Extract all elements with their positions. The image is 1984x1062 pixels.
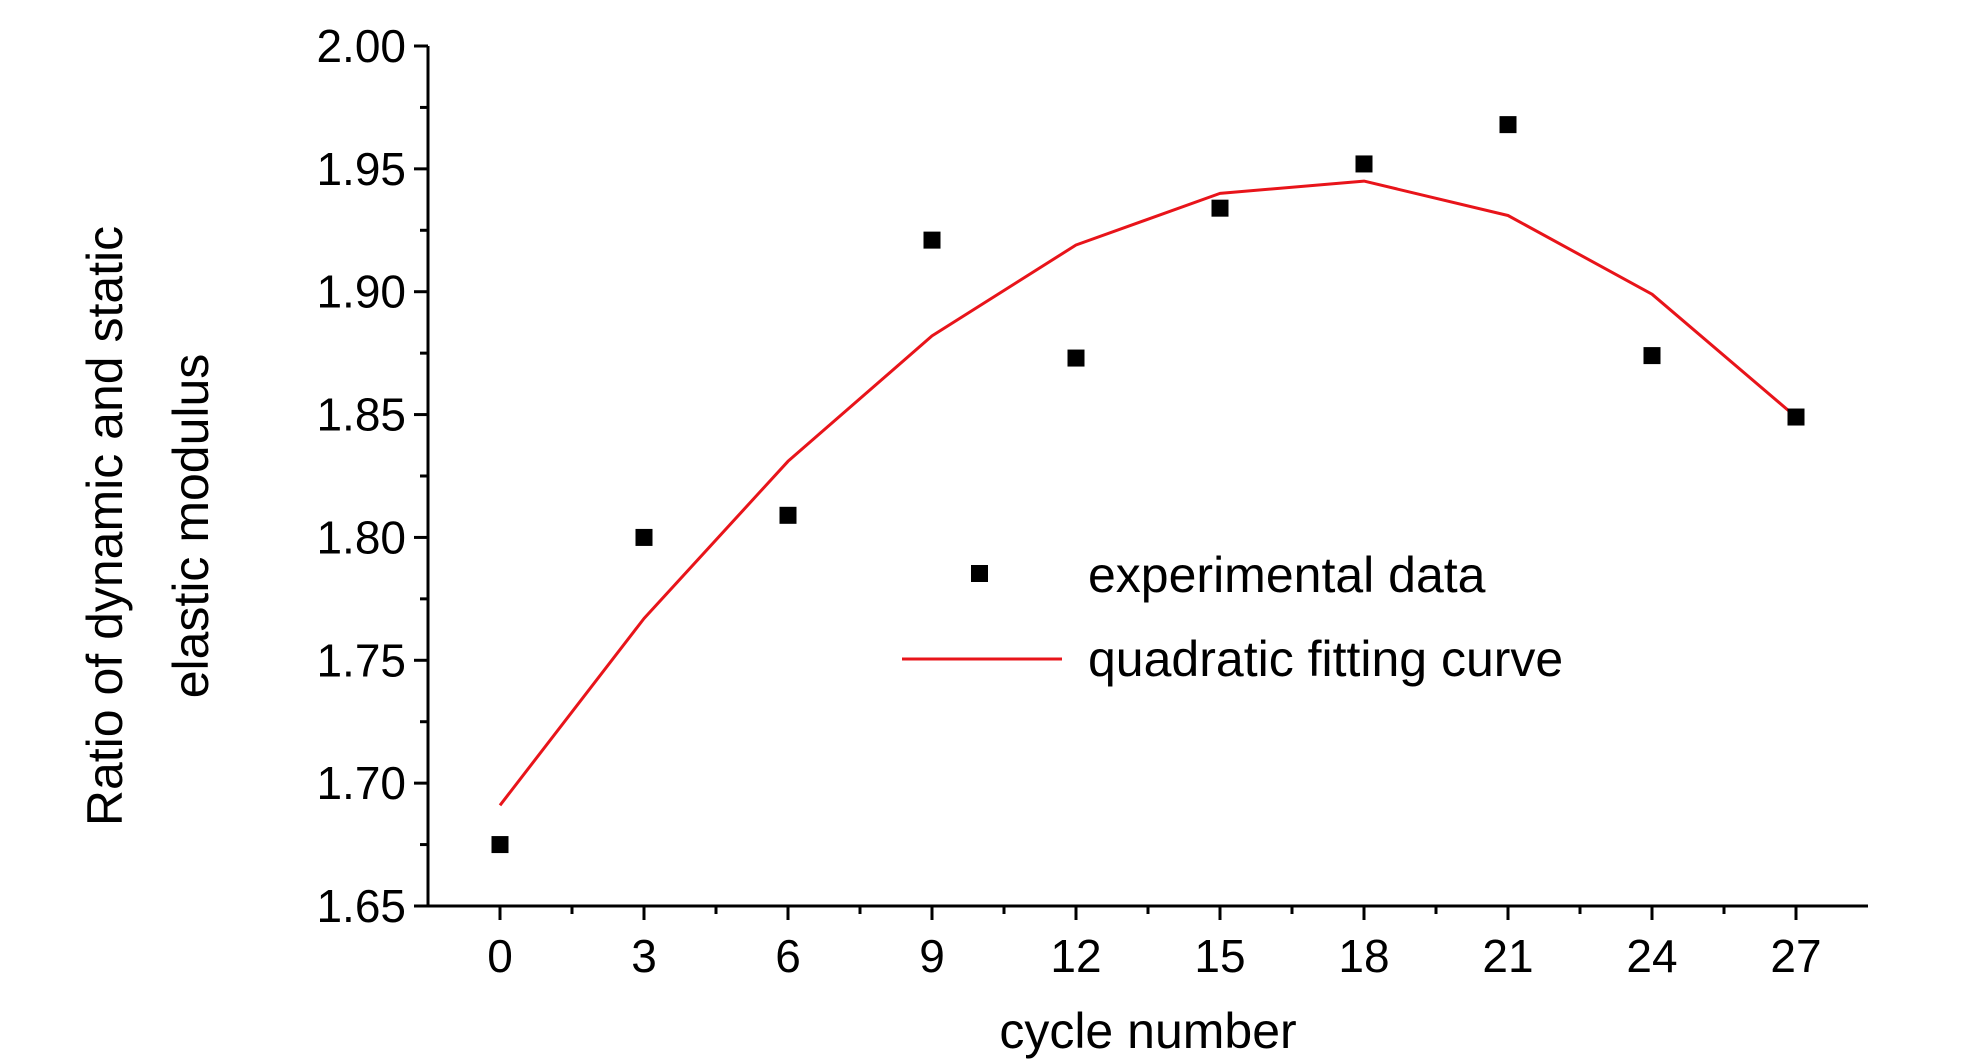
- legend-label-quadratic: quadratic fitting curve: [1088, 631, 1563, 687]
- y-tick-label: 2.00: [316, 20, 406, 72]
- fit-curve-line: [498, 179, 1797, 807]
- x-tick-label: 6: [775, 930, 801, 982]
- x-tick-label: 15: [1194, 930, 1245, 982]
- y-tick-label: 1.90: [316, 266, 406, 318]
- y-tick-label: 1.75: [316, 634, 406, 686]
- data-point: [491, 836, 509, 854]
- y-tick-label: 1.65: [316, 880, 406, 932]
- x-tick-label: 24: [1626, 930, 1677, 982]
- legend: experimental data quadratic fitting curv…: [902, 547, 1563, 687]
- x-tick-label: 9: [919, 930, 945, 982]
- x-tick-label: 3: [631, 930, 657, 982]
- x-tick-label: 27: [1770, 930, 1821, 982]
- data-point: [1787, 408, 1805, 426]
- y-tick-label: 1.95: [316, 143, 406, 195]
- x-tick-label: 12: [1050, 930, 1101, 982]
- x-tick-label: 18: [1338, 930, 1389, 982]
- y-tick-label: 1.85: [316, 389, 406, 441]
- data-point: [1211, 199, 1229, 217]
- data-point: [635, 528, 653, 546]
- legend-marker-experimental: [971, 565, 988, 582]
- data-point: [923, 231, 941, 249]
- x-axis-ticks: 0 3 6 9 12 15 18 21 24 27: [487, 906, 1822, 982]
- data-point: [1499, 116, 1517, 134]
- data-point: [1355, 155, 1373, 173]
- legend-label-experimental: experimental data: [1088, 547, 1486, 603]
- data-point: [1067, 349, 1085, 367]
- x-axis-title: cycle number: [999, 1003, 1296, 1059]
- y-axis-ticks: 1.65 1.70 1.75 1.80 1.85 1.90 1.95 2.00: [316, 20, 428, 932]
- data-point: [779, 506, 797, 524]
- y-axis-title-line-2: elastic modulus: [163, 354, 219, 699]
- y-axis-title: Ratio of dynamic and static elastic modu…: [77, 226, 219, 826]
- y-tick-label: 1.70: [316, 757, 406, 809]
- y-tick-label: 1.80: [316, 511, 406, 563]
- y-axis-title-line-1: Ratio of dynamic and static: [77, 226, 133, 826]
- data-point: [1643, 347, 1661, 365]
- x-tick-label: 21: [1482, 930, 1533, 982]
- x-tick-label: 0: [487, 930, 513, 982]
- plot-area: [491, 116, 1805, 854]
